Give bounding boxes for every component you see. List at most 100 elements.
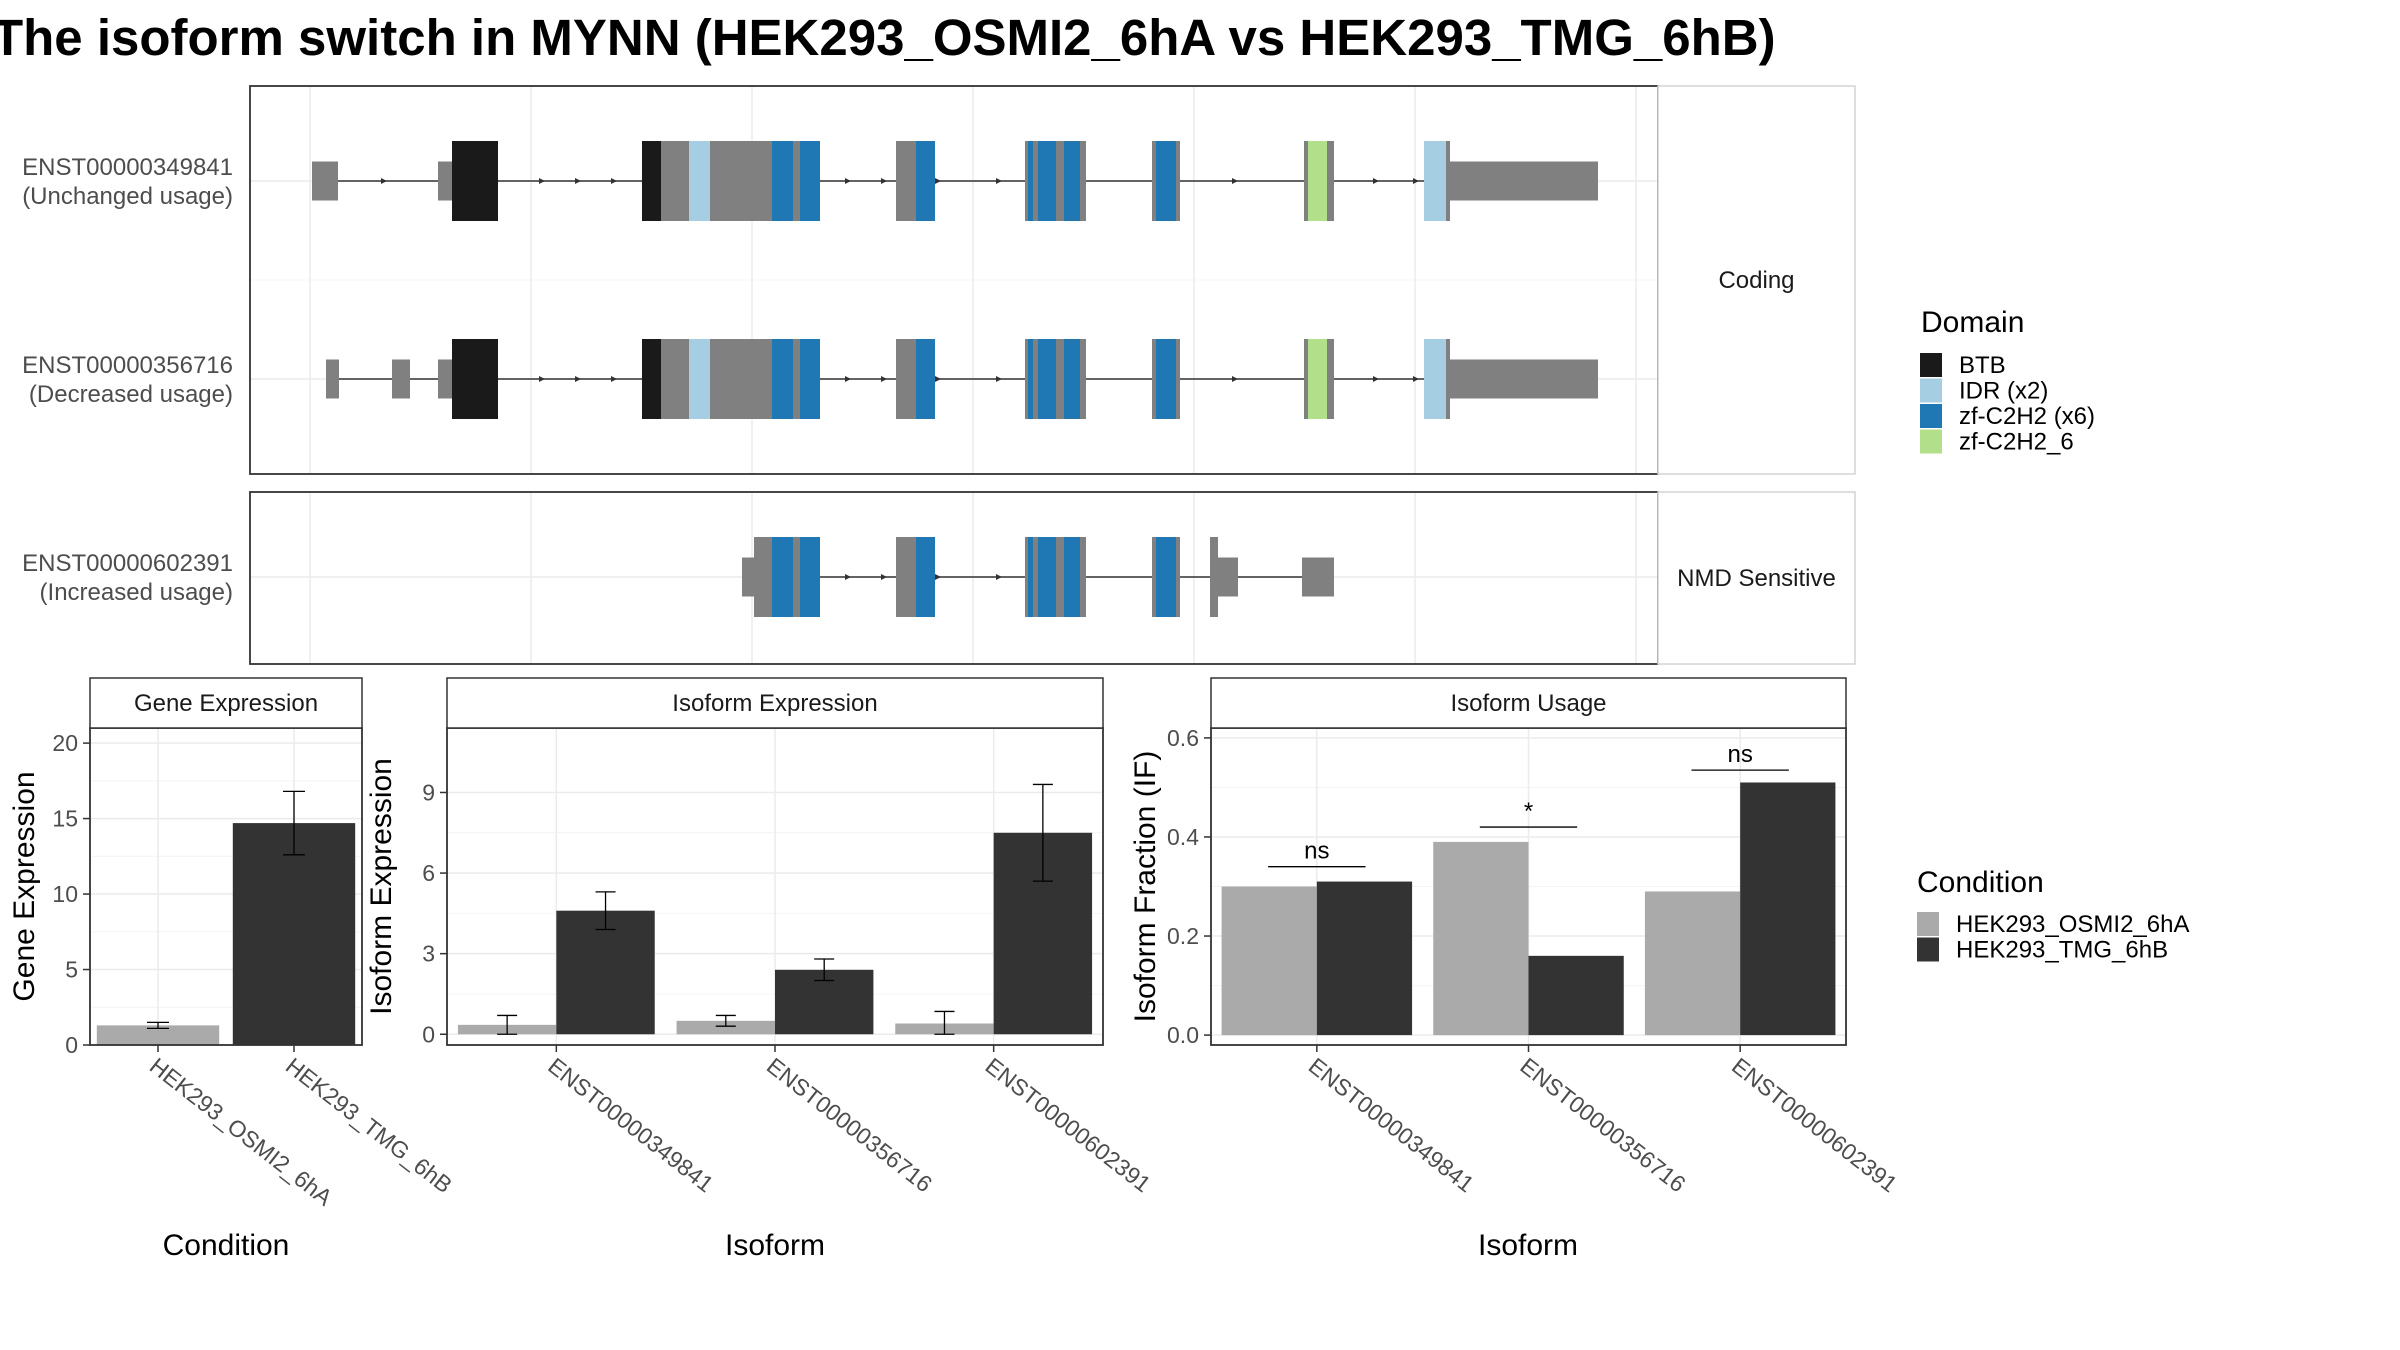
y-tick-label: 10 bbox=[52, 881, 78, 907]
utr-exon bbox=[1210, 557, 1238, 597]
strand-arrow bbox=[1413, 178, 1419, 184]
transcript-panel-nmd-sensitive: ENST00000602391(Increased usage) NMD Sens… bbox=[22, 491, 1856, 665]
significance-label: ns bbox=[1727, 741, 1752, 768]
transcript-id-label: ENST00000349841 bbox=[22, 154, 233, 181]
domain-idr-x2- bbox=[1424, 141, 1446, 221]
x-tick-label: ENST00000602391 bbox=[1727, 1052, 1902, 1197]
legend-label: HEK293_OSMI2_6hA bbox=[1956, 911, 2189, 938]
panel-background bbox=[250, 492, 1658, 664]
y-tick-label: 0 bbox=[65, 1032, 78, 1058]
domain-zf-c2h2-x6- bbox=[1038, 141, 1056, 221]
domain-btb bbox=[452, 339, 465, 419]
strand-arrow bbox=[935, 574, 941, 580]
significance-label: ns bbox=[1304, 838, 1329, 865]
significance-marker: ns bbox=[1268, 838, 1366, 868]
figure-title: The isoform switch in MYNN (HEK293_OSMI2… bbox=[0, 9, 1776, 66]
transcript-ENST00000349841: ENST00000349841(Unchanged usage) bbox=[22, 141, 1598, 221]
domain-idr-x2- bbox=[689, 339, 710, 419]
domain-zf-c2h2-x6- bbox=[1028, 537, 1033, 617]
legend-key-zf-c2h2-x6- bbox=[1920, 404, 1942, 428]
domain-btb bbox=[452, 141, 465, 221]
facet-strip-label: Gene Expression bbox=[134, 690, 318, 717]
y-tick-label: 15 bbox=[52, 806, 78, 832]
legend-key-idr-x2- bbox=[1920, 378, 1942, 403]
strand-arrow bbox=[611, 178, 617, 184]
domain-idr-x2- bbox=[1424, 339, 1446, 419]
x-axis-title: Isoform bbox=[725, 1229, 825, 1262]
transcript-usage-label: (Increased usage) bbox=[40, 579, 233, 606]
legend-key-condition bbox=[1917, 912, 1939, 936]
domain-zf-c2h2-x6- bbox=[800, 141, 820, 221]
domain-zf-c2h2-x6- bbox=[1038, 537, 1056, 617]
strand-arrow bbox=[845, 376, 851, 382]
error-bar bbox=[814, 958, 835, 982]
bar bbox=[1221, 886, 1317, 1036]
significance-marker: ns bbox=[1691, 741, 1789, 771]
domain-btb bbox=[642, 339, 661, 419]
strand-arrow bbox=[1232, 376, 1238, 382]
domain-zf-c2h2-x6- bbox=[772, 141, 793, 221]
error-bar bbox=[934, 1010, 955, 1035]
domain-zf-c2h2-x6- bbox=[772, 339, 793, 419]
strand-arrow bbox=[1232, 178, 1238, 184]
y-tick-label: 0.4 bbox=[1167, 824, 1199, 850]
utr-exon bbox=[312, 161, 338, 201]
legend-label: BTB bbox=[1959, 352, 2006, 379]
y-tick-label: 9 bbox=[422, 779, 435, 805]
x-tick-label: ENST00000349841 bbox=[543, 1052, 718, 1197]
facet-strip bbox=[446, 677, 1104, 729]
strand-arrow bbox=[575, 178, 581, 184]
y-tick-label: 20 bbox=[52, 730, 78, 756]
domain-zf-c2h2-x6- bbox=[800, 339, 820, 419]
domain-zf-c2h2-x6- bbox=[1064, 141, 1080, 221]
transcript-id-label: ENST00000356716 bbox=[22, 352, 233, 379]
transcript-ENST00000356716: ENST00000356716(Decreased usage) bbox=[22, 339, 1598, 419]
legend-label: zf-C2H2 (x6) bbox=[1959, 403, 2095, 430]
domain-zf-c2h2-x6- bbox=[1028, 339, 1033, 419]
strand-arrow bbox=[845, 178, 851, 184]
strand-arrow bbox=[996, 178, 1002, 184]
bar-panel-gene-expression: Gene Expression05101520HEK293_OSMI2_6hAH… bbox=[8, 677, 457, 1262]
strand-arrow bbox=[845, 574, 851, 580]
transcript-ENST00000602391: ENST00000602391(Increased usage) bbox=[22, 537, 1334, 617]
y-axis-title: Isoform Expression bbox=[365, 758, 398, 1015]
domain-zf-c2h2-x6- bbox=[916, 537, 935, 617]
domain-btb bbox=[465, 339, 498, 419]
legend-key-btb bbox=[1920, 353, 1942, 377]
utr-exon bbox=[1450, 359, 1598, 399]
y-tick-label: 5 bbox=[65, 957, 78, 983]
bar bbox=[1528, 955, 1624, 1036]
strand-arrow bbox=[881, 574, 887, 580]
transcript-structure-panels: ENST00000349841(Unchanged usage)ENST0000… bbox=[22, 85, 1856, 665]
significance-label: * bbox=[1524, 798, 1533, 825]
legend-label: zf-C2H2_6 bbox=[1959, 429, 2074, 456]
strand-arrow bbox=[1413, 376, 1419, 382]
significance-marker: * bbox=[1479, 798, 1578, 828]
legend-key-zf-c2h2-6 bbox=[1920, 429, 1942, 454]
x-axis-title: Isoform bbox=[1478, 1229, 1578, 1262]
facet-strip bbox=[1657, 491, 1856, 665]
y-tick-label: 0 bbox=[422, 1021, 435, 1047]
bar-panel-isoform-usage: ns * ns Isoform Usage 0.0 0.2 0.4 0.6 ENST000003… bbox=[1129, 677, 1902, 1262]
strand-arrow bbox=[575, 376, 581, 382]
x-tick-label: ENST00000602391 bbox=[981, 1052, 1156, 1197]
domain-zf-c2h2-x6- bbox=[772, 537, 793, 617]
condition-legend-title: Condition bbox=[1917, 866, 2044, 899]
domain-btb bbox=[642, 141, 661, 221]
x-axis-title: Condition bbox=[163, 1229, 290, 1262]
y-tick-label: 0.0 bbox=[1167, 1022, 1199, 1048]
strand-arrow bbox=[881, 376, 887, 382]
transcript-usage-label: (Decreased usage) bbox=[29, 381, 233, 408]
utr-exon bbox=[1302, 557, 1334, 597]
strand-arrow bbox=[996, 574, 1002, 580]
utr-exon bbox=[326, 359, 339, 399]
error-bar bbox=[1032, 783, 1053, 882]
transcript-usage-label: (Unchanged usage) bbox=[22, 183, 233, 210]
y-tick-label: 0.2 bbox=[1167, 923, 1199, 949]
x-tick-label: ENST00000349841 bbox=[1304, 1052, 1479, 1197]
error-bar bbox=[283, 790, 305, 856]
domain-zf-c2h2-x6- bbox=[916, 339, 935, 419]
x-tick-label: ENST00000356716 bbox=[1515, 1052, 1690, 1197]
